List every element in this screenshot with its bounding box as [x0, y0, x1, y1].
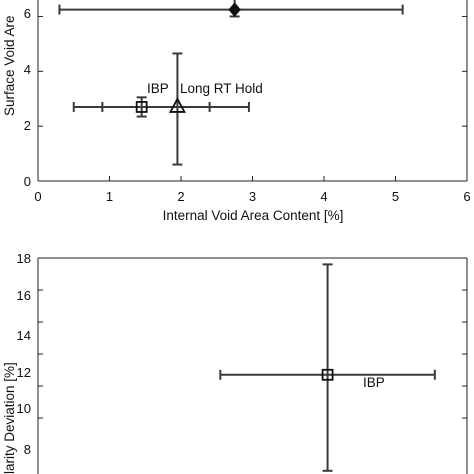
bottom-y-tick-label: 10: [17, 401, 31, 416]
bottom-ibp-label: IBP: [363, 375, 385, 390]
top-ibp-label: IBP: [147, 81, 169, 96]
bottom-y-axis-label: larity Deviation [%]: [2, 362, 17, 474]
top-marker-diamond: [228, 2, 241, 18]
top-marker-triangle: [168, 97, 186, 113]
top-marker-square: [135, 101, 148, 113]
top-chart: 0 1 2 3 4 5 6 0 2 4 6 Internal Void Area…: [2, 0, 471, 223]
bottom-y-tick-label: 12: [17, 365, 31, 380]
top-errorbar-long-rt-hold: [101, 52, 250, 166]
top-x-tick-label: 1: [106, 189, 113, 204]
top-x-tick-label: 2: [177, 189, 184, 204]
bottom-chart: 8 10 12 14 16 18 larity Deviation [%] IB…: [2, 251, 468, 474]
top-x-tick-label: 5: [392, 189, 399, 204]
bottom-y-tick-label: 16: [17, 288, 31, 303]
bottom-chart-ticks: [38, 257, 467, 419]
bottom-chart-axes: [37, 257, 468, 474]
bottom-y-tick-label: 14: [17, 328, 31, 343]
top-x-tick-label: 0: [34, 189, 41, 204]
bottom-errorbar-ibp: [219, 263, 436, 472]
top-chart-markers: [135, 2, 241, 113]
bottom-y-tick-label: 18: [17, 251, 31, 266]
top-x-tick-labels: 0 1 2 3 4 5 6: [34, 189, 470, 204]
top-y-tick-label: 0: [24, 174, 31, 189]
bottom-y-tick-labels: 8 10 12 14 16 18: [17, 251, 31, 457]
top-x-tick-label: 6: [463, 189, 470, 204]
top-long-rt-hold-label: Long RT Hold: [180, 81, 263, 96]
bottom-chart-markers: [321, 368, 334, 381]
top-y-tick-label: 2: [24, 118, 31, 133]
top-y-tick-label: 4: [24, 62, 31, 77]
top-x-tick-label: 4: [320, 189, 327, 204]
top-y-axis-label: Surface Void Are: [2, 15, 17, 116]
bottom-y-tick-label: 8: [24, 442, 31, 457]
top-chart-ticks: [37, 15, 468, 182]
top-y-tick-label: 6: [24, 6, 31, 21]
top-x-axis-label: Internal Void Area Content [%]: [163, 208, 344, 223]
top-x-tick-label: 3: [249, 189, 256, 204]
top-y-tick-labels: 0 2 4 6: [24, 6, 31, 189]
bottom-marker-square: [321, 368, 334, 381]
bottom-chart-errorbars: [219, 263, 436, 472]
